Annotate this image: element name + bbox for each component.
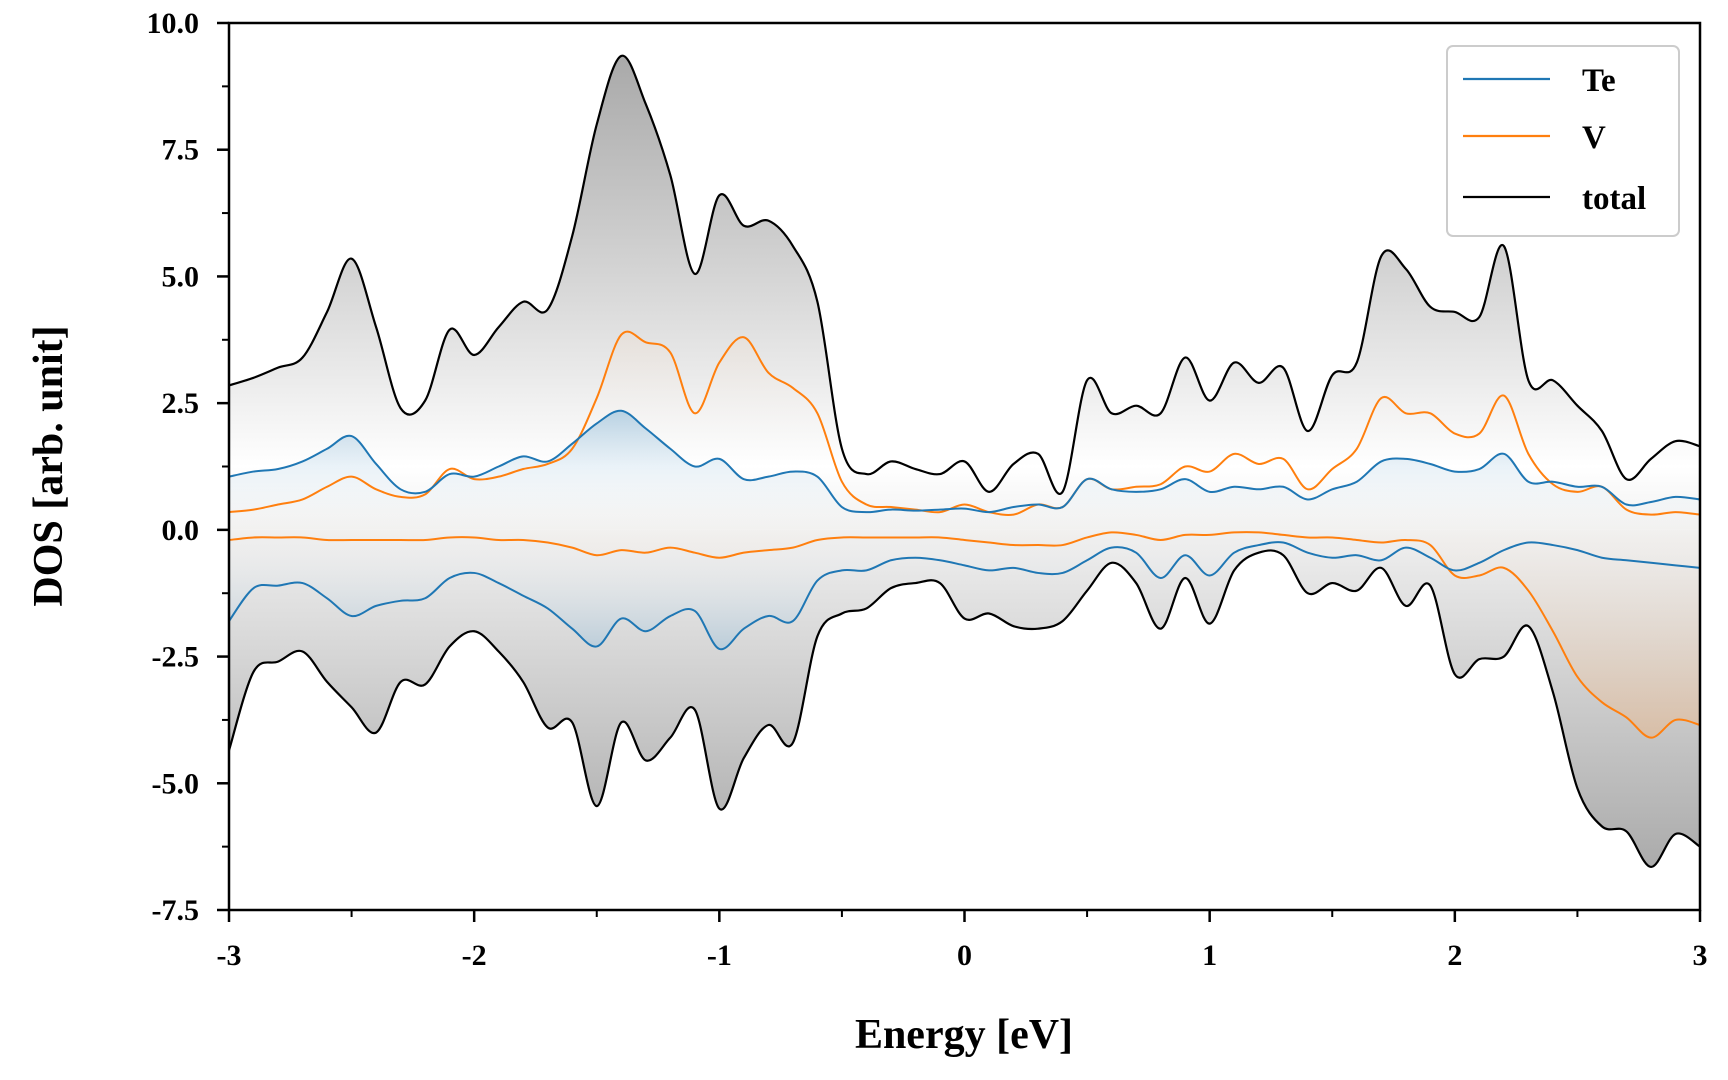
y-tick-label: -2.5: [152, 641, 200, 674]
x-axis-label: Energy [eV]: [855, 1012, 1073, 1058]
fill-total-down: [229, 529, 1700, 867]
y-axis: -7.5 -5.0 -2.5 0.0 2.5 5.0 7.5 10.0: [147, 7, 229, 927]
y-tick-label: 2.5: [162, 387, 200, 420]
legend-label-te: Te: [1582, 63, 1616, 99]
legend-label-total: total: [1582, 181, 1646, 217]
legend-box: [1446, 45, 1680, 237]
legend-label-v: V: [1582, 120, 1606, 156]
fill-te-up: [229, 410, 1700, 530]
y-tick-label: 5.0: [162, 260, 200, 293]
y-tick-label: -5.0: [152, 767, 200, 800]
line-te-down: [229, 541, 1700, 651]
x-tick-label: 2: [1447, 939, 1462, 972]
y-tick-label: 7.5: [162, 134, 200, 167]
y-tick-label: 0.0: [162, 514, 200, 547]
x-tick-label: -3: [217, 939, 242, 972]
fill-v-down: [229, 529, 1700, 738]
x-tick-label: -2: [462, 939, 487, 972]
y-tick-label: -7.5: [152, 894, 200, 927]
x-tick-label: 3: [1693, 939, 1708, 972]
dos-fill-areas: [229, 55, 1700, 867]
line-v-up: [229, 330, 1700, 517]
line-total-up: [229, 54, 1700, 496]
legend: Te V total: [1446, 45, 1680, 237]
line-te-up: [229, 409, 1700, 514]
y-tick-label: 10.0: [147, 7, 200, 40]
x-tick-label: 1: [1202, 939, 1217, 972]
fill-te-down: [229, 529, 1700, 650]
x-tick-label: 0: [957, 939, 972, 972]
x-axis: -3 -2 -1 0 1 2 3: [217, 910, 1708, 972]
x-tick-label: -1: [707, 939, 732, 972]
line-v-down: [229, 531, 1700, 739]
y-axis-label: DOS [arb. unit]: [26, 325, 72, 606]
dos-series-lines: [229, 54, 1700, 869]
line-total-down: [229, 549, 1700, 869]
